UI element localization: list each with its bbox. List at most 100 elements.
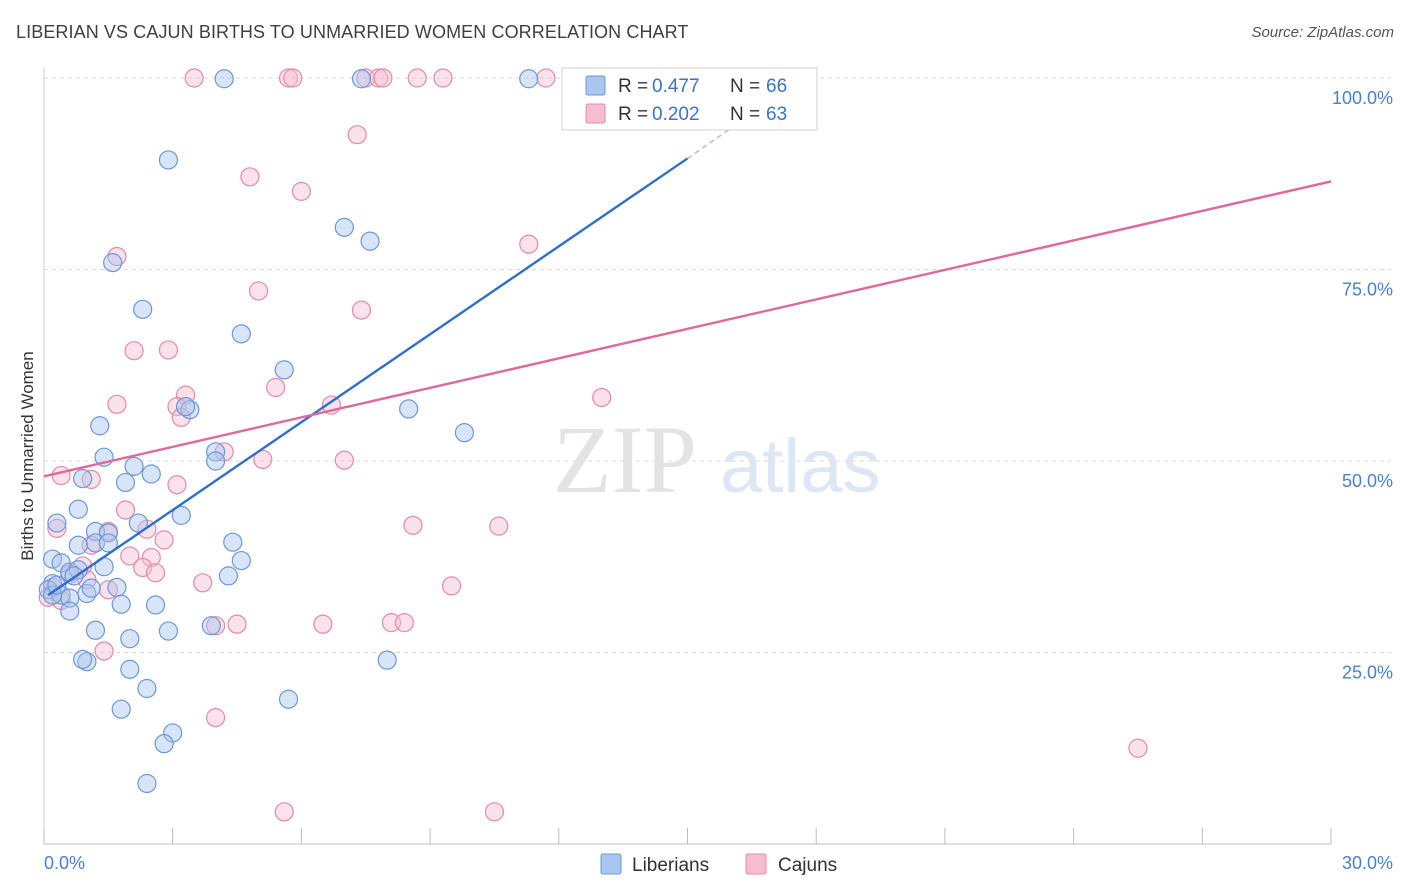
legend-n-value-liberians: 66 bbox=[766, 76, 787, 97]
liberians-point-62 bbox=[42, 585, 63, 605]
cajuns-point-40 bbox=[120, 546, 140, 566]
liberians-point-8 bbox=[231, 324, 251, 344]
cajuns-point-15 bbox=[248, 281, 269, 301]
liberians-point-60 bbox=[154, 734, 174, 754]
legend-r-value-liberians: 0.477 bbox=[652, 76, 700, 97]
cajuns-point-56 bbox=[394, 613, 414, 633]
liberians-point-52 bbox=[377, 650, 397, 670]
cajuns-point-21 bbox=[592, 387, 612, 408]
cajuns-point-35 bbox=[47, 518, 67, 539]
x-tick-label-0: 0.0% bbox=[44, 853, 85, 873]
y-tick-label-3: 100.0% bbox=[1332, 88, 1393, 108]
liberians-point-46 bbox=[145, 595, 166, 615]
cajuns-point-38 bbox=[154, 530, 174, 550]
axis-layer bbox=[43, 68, 1332, 845]
liberians-point-11 bbox=[399, 399, 419, 419]
liberians-point-45 bbox=[111, 594, 131, 614]
cajuns-point-31 bbox=[167, 475, 187, 495]
bottom-legend-label-cajuns: Cajuns bbox=[778, 855, 837, 876]
bottom-legend-swatch-liberians bbox=[600, 853, 622, 875]
chart-title: LIBERIAN VS CAJUN BIRTHS TO UNMARRIED WO… bbox=[16, 22, 689, 42]
watermark: ZIP atlas bbox=[553, 406, 881, 513]
liberians-point-7 bbox=[133, 299, 153, 319]
cajuns-point-22 bbox=[107, 394, 127, 414]
liberians-trend-line bbox=[47, 157, 689, 597]
cajuns-point-8 bbox=[536, 68, 556, 88]
cajuns-point-4 bbox=[369, 68, 389, 88]
cajuns-point-29 bbox=[51, 465, 71, 486]
cajuns-point-44 bbox=[145, 563, 166, 583]
cajuns-point-2 bbox=[283, 68, 303, 88]
liberians-point-48 bbox=[201, 616, 221, 636]
chart-source: Source: ZipAtlas.com bbox=[1251, 24, 1394, 41]
cajuns-point-60 bbox=[274, 802, 294, 822]
cajuns-point-11 bbox=[240, 167, 260, 187]
liberians-point-22 bbox=[68, 499, 88, 519]
cajuns-point-57 bbox=[94, 641, 114, 661]
liberians-point-1 bbox=[351, 69, 372, 89]
liberians-point-51 bbox=[120, 629, 140, 649]
liberians-point-56 bbox=[137, 678, 157, 699]
liberians-point-13 bbox=[90, 416, 110, 436]
cajuns-point-34 bbox=[489, 516, 509, 536]
cajuns-point-19 bbox=[266, 377, 286, 398]
bottom-legend: Liberians Cajuns bbox=[600, 853, 837, 876]
bottom-legend-swatch-cajuns bbox=[745, 853, 767, 875]
watermark-zip: ZIP bbox=[553, 406, 697, 513]
liberians-point-23 bbox=[171, 505, 191, 525]
liberians-point-57 bbox=[278, 689, 299, 709]
liberians-point-54 bbox=[73, 649, 93, 669]
cajuns-point-52 bbox=[206, 616, 226, 636]
legend-swatch-liberians bbox=[585, 75, 606, 96]
liberians-point-65 bbox=[81, 578, 101, 598]
liberians-point-27 bbox=[98, 523, 118, 543]
legend-n-value-cajuns: 63 bbox=[766, 104, 787, 125]
liberians-trend-extension bbox=[687, 104, 766, 160]
cajuns-point-12 bbox=[291, 181, 311, 201]
liberians-point-20 bbox=[73, 469, 93, 489]
liberians-point-18 bbox=[206, 451, 226, 471]
liberians-point-38 bbox=[218, 566, 239, 586]
legend-r-value-cajuns: 0.202 bbox=[652, 104, 700, 125]
liberians-point-0 bbox=[214, 69, 234, 89]
y-tick-label-2: 75.0% bbox=[1342, 280, 1393, 300]
y-axis-title: Births to Unmarried Women bbox=[18, 351, 37, 560]
cajuns-point-27 bbox=[253, 449, 273, 470]
cajuns-trend-line bbox=[43, 180, 1332, 478]
y-tick-label-0: 25.0% bbox=[1342, 663, 1393, 683]
cajuns-point-33 bbox=[403, 515, 423, 535]
liberians-point-49 bbox=[85, 620, 106, 640]
cajuns-point-18 bbox=[158, 340, 179, 360]
liberians-point-64 bbox=[47, 575, 67, 595]
bottom-legend-label-liberians: Liberians bbox=[632, 855, 709, 876]
cajuns-point-7 bbox=[433, 68, 453, 88]
liberians-point-31 bbox=[68, 535, 88, 555]
cajuns-point-28 bbox=[334, 450, 354, 470]
cajuns-point-47 bbox=[193, 573, 213, 593]
liberians-point-17 bbox=[124, 456, 144, 476]
legend-n-label-cajuns: N = bbox=[730, 104, 760, 125]
tick-layer: 25.0% 50.0% 75.0% 100.0% 0.0% 30.0% bbox=[44, 88, 1393, 873]
cajuns-point-61 bbox=[484, 802, 505, 822]
cajuns-point-16 bbox=[351, 300, 372, 320]
cajuns-point-59 bbox=[1128, 738, 1148, 758]
cajuns-point-54 bbox=[313, 614, 333, 634]
legend-swatch-cajuns bbox=[585, 103, 606, 124]
liberians-point-4 bbox=[334, 217, 354, 237]
liberians-point-40 bbox=[107, 577, 127, 597]
cajuns-point-58 bbox=[206, 708, 226, 728]
cajuns-point-13 bbox=[519, 234, 539, 254]
x-tick-label-1: 30.0% bbox=[1342, 853, 1393, 873]
cajuns-point-10 bbox=[347, 125, 367, 145]
liberians-point-61 bbox=[137, 773, 157, 794]
cajuns-point-0 bbox=[184, 68, 204, 88]
cajuns-point-1 bbox=[278, 68, 299, 88]
cajuns-point-6 bbox=[407, 68, 427, 88]
liberians-point-2 bbox=[519, 69, 539, 89]
liberians-point-29 bbox=[98, 533, 118, 553]
legend-r-label-cajuns: R = bbox=[618, 104, 648, 125]
liberians-point-21 bbox=[115, 472, 136, 493]
liberians-point-30 bbox=[223, 532, 243, 552]
watermark-atlas: atlas bbox=[720, 424, 881, 509]
